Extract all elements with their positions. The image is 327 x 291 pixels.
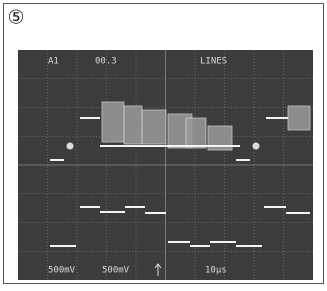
mode-label: LINES <box>200 57 227 67</box>
ch2-scale: 500mV <box>102 266 130 276</box>
readout: 00.3 <box>95 57 117 67</box>
channel-label: A1 <box>48 57 59 67</box>
ch1-scale: 500mV <box>48 266 76 276</box>
figure-number: ⑤ <box>7 7 24 29</box>
timebase: 10μs <box>205 266 227 276</box>
figure: ⑤ A1 00.3 LINES 500mV 500mV 10μs <box>0 0 327 287</box>
